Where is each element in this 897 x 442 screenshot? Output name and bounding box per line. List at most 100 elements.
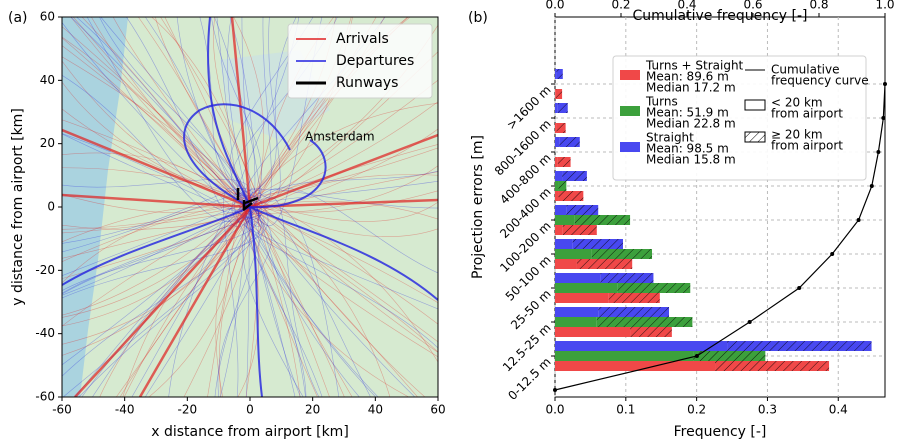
x-tick-label: 0.2 <box>687 403 706 417</box>
x-axis-label: x distance from airport [km] <box>151 424 349 440</box>
hatch <box>598 307 669 317</box>
x-tick-label: 0.0 <box>545 403 564 417</box>
bar-near <box>555 327 630 337</box>
hatch <box>575 215 630 225</box>
legend-label: from airport <box>771 139 843 153</box>
bar-near <box>555 351 693 361</box>
hatch <box>556 69 562 79</box>
x2-tick-label: 1.0 <box>875 0 894 12</box>
hatch <box>727 341 871 351</box>
bar-near <box>555 103 558 113</box>
cumulative-point <box>883 82 887 86</box>
hatch <box>592 249 652 259</box>
bar-near <box>555 273 600 283</box>
bar-near <box>555 341 727 351</box>
x-tick-label: 0.4 <box>829 403 848 417</box>
hatch <box>558 157 571 167</box>
cumulative-point <box>881 116 885 120</box>
legend-label: Median 15.8 m <box>646 153 736 167</box>
hatch <box>617 283 690 293</box>
x-tick-label: -40 <box>115 403 135 417</box>
bar-near <box>555 249 592 259</box>
bar-near <box>555 259 577 269</box>
x-tick-label: 0 <box>246 403 254 417</box>
y-tick-label: -20 <box>35 263 55 277</box>
hatch <box>693 351 765 361</box>
bar-near <box>555 181 559 191</box>
cumulative-point <box>748 320 752 324</box>
legend-label: Arrivals <box>336 31 389 47</box>
hatch <box>715 361 829 371</box>
x-tick-label: 20 <box>305 403 320 417</box>
x-tick-label: 0.1 <box>616 403 635 417</box>
hatch <box>562 171 587 181</box>
hatch <box>609 293 660 303</box>
legend-label: frequency curve <box>771 74 869 88</box>
legend-swatch <box>620 70 640 80</box>
legend-label: Median 22.8 m <box>646 117 736 131</box>
x2-tick-label: 0.4 <box>677 0 696 12</box>
legend-label: Departures <box>336 53 414 69</box>
panel-label: (b) <box>468 10 488 26</box>
x2-tick-label: 0.2 <box>611 0 630 12</box>
hatch <box>556 123 565 133</box>
figure: (a) (b) x distance from airport [km] y d… <box>0 0 897 442</box>
legend-label: Median 17.2 m <box>646 81 736 95</box>
cumulative-point <box>870 184 874 188</box>
hatch <box>556 89 562 99</box>
hatch <box>573 239 623 249</box>
y-tick-label: -60 <box>35 390 55 404</box>
cumulative-point <box>695 354 699 358</box>
bar-near <box>555 307 598 317</box>
cumulative-point <box>857 218 861 222</box>
bar-near <box>555 225 563 235</box>
bar-near <box>555 137 559 147</box>
x-tick-label: -20 <box>178 403 198 417</box>
bar-near <box>555 293 609 303</box>
x-tick-label: 60 <box>430 403 445 417</box>
hatch <box>559 191 584 201</box>
place-label: Amsterdam <box>305 130 375 144</box>
legend-swatch <box>745 132 765 142</box>
panel-label: (a) <box>8 10 28 26</box>
x2-tick-label: 0.0 <box>545 0 564 12</box>
bar-near <box>555 123 556 133</box>
bar-near <box>555 89 556 99</box>
cumulative-point <box>830 252 834 256</box>
hatch <box>563 225 597 235</box>
bar-near <box>555 317 597 327</box>
legend-label: from airport <box>771 107 843 121</box>
y-axis-label: Projection errors [m] <box>470 135 486 279</box>
bar-near <box>555 171 562 181</box>
bar-near <box>555 69 556 79</box>
bar-near <box>555 191 559 201</box>
x2-tick-label: 0.8 <box>809 0 828 12</box>
bar-near <box>555 361 715 371</box>
cumulative-point <box>553 388 557 392</box>
cumulative-point <box>876 150 880 154</box>
legend-label: Runways <box>336 75 398 91</box>
hatch <box>630 327 672 337</box>
bar-near <box>555 283 617 293</box>
x-tick-label: 0.3 <box>758 403 777 417</box>
x-tick-label: -60 <box>52 403 72 417</box>
x2-axis-label: Cumulative frequency [-] <box>633 8 808 24</box>
hatch <box>558 103 568 113</box>
legend-swatch <box>620 142 640 152</box>
y-tick-label: 0 <box>47 200 55 214</box>
y-tick-label: 40 <box>40 73 55 87</box>
y-tick-label: -40 <box>35 326 55 340</box>
hatch <box>559 137 580 147</box>
legend-swatch <box>620 106 640 116</box>
hatch <box>577 259 632 269</box>
y-tick-label: 20 <box>40 136 55 150</box>
bar-near <box>555 239 573 249</box>
cumulative-point <box>797 286 801 290</box>
hatch <box>559 181 567 191</box>
hatch <box>566 205 598 215</box>
hatch <box>597 317 693 327</box>
x2-tick-label: 0.6 <box>743 0 762 12</box>
x-axis-label: Frequency [-] <box>674 424 767 440</box>
y-axis-label: y distance from airport [km] <box>10 108 26 306</box>
hatch <box>600 273 653 283</box>
